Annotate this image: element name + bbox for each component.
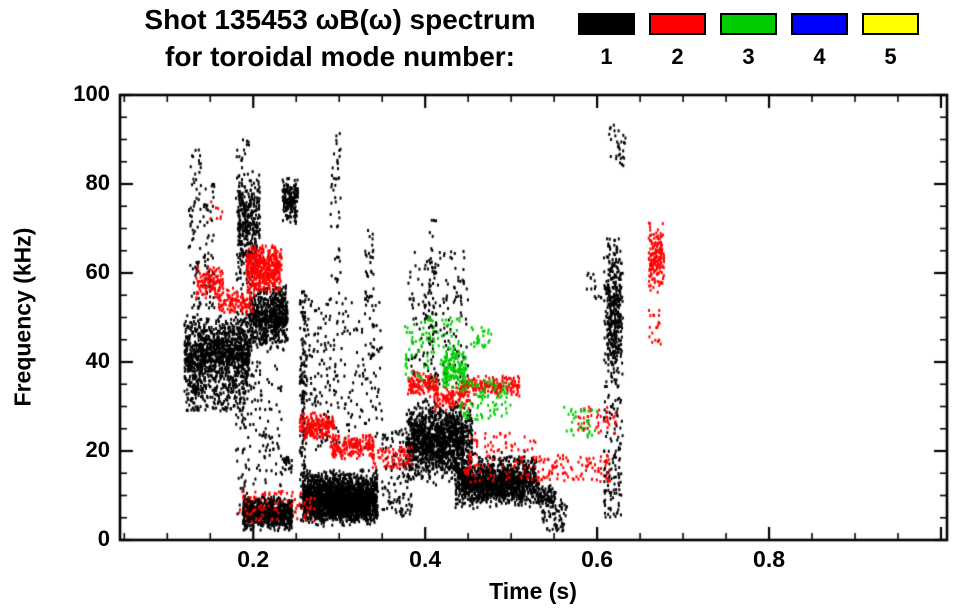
y-axis-title: Frequency (kHz) — [9, 227, 36, 407]
chart-subtitle: for toroidal mode number: — [165, 41, 515, 72]
chart-title: Shot 135453 ωB(ω) spectrum — [144, 4, 536, 35]
x-axis-title: Time (s) — [489, 578, 577, 604]
